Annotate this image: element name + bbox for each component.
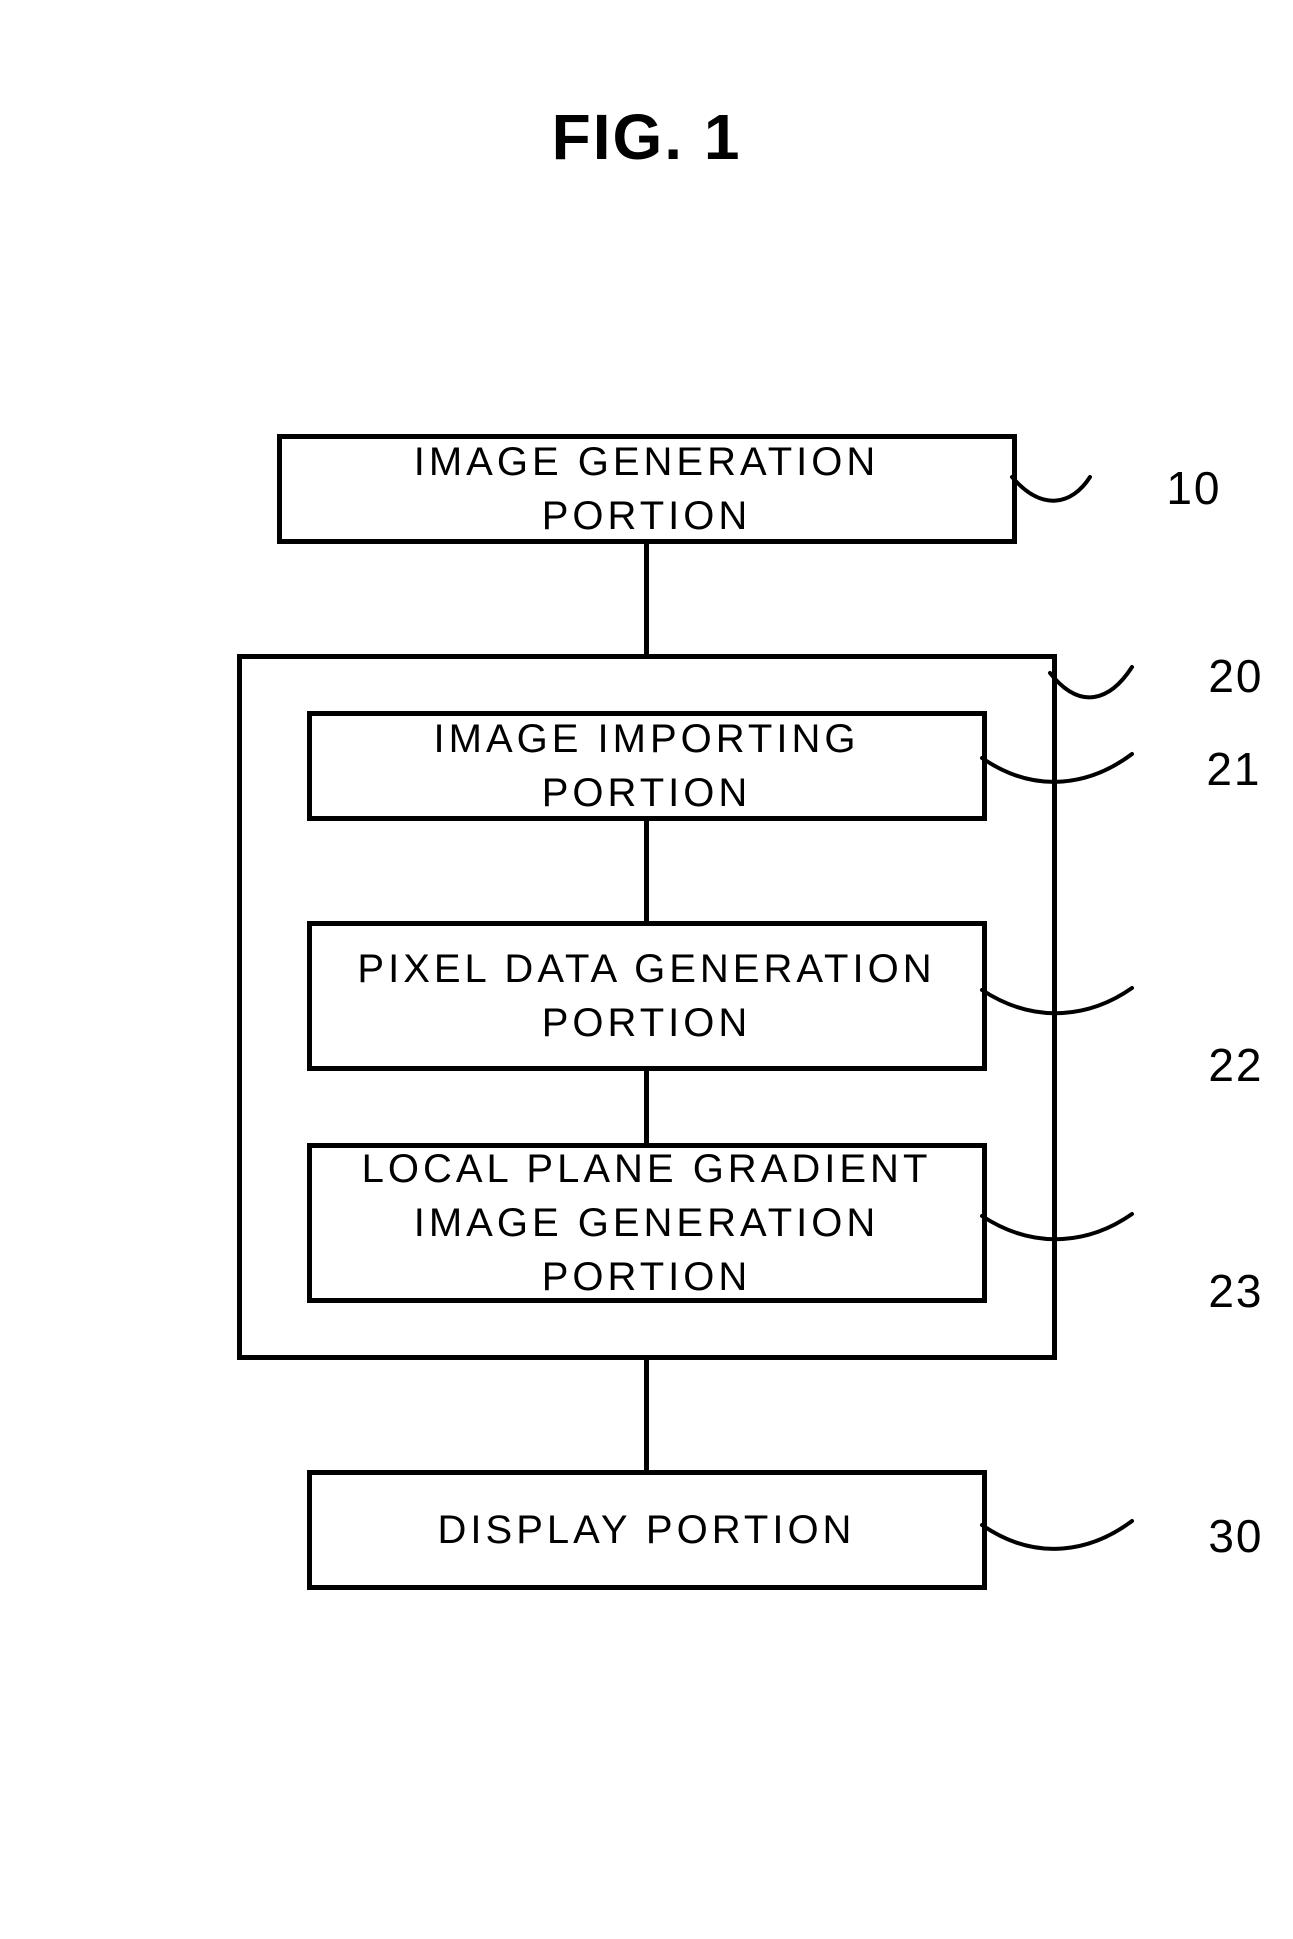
leader-line-21	[982, 734, 1172, 804]
connector-20-to-30	[644, 1360, 649, 1470]
ref-number: 23	[1208, 1198, 1263, 1322]
leader-line-20	[1050, 651, 1170, 721]
block-label: LOCAL PLANE GRADIENT IMAGE GENERATION PO…	[332, 1142, 962, 1304]
block-label: IMAGE GENERATION PORTION	[302, 435, 992, 543]
block-label: IMAGE IMPORTING PORTION	[332, 712, 962, 820]
figure-title: FIG. 1	[20, 100, 1273, 174]
leader-line-23	[982, 1192, 1172, 1262]
block-image-importing-portion: IMAGE IMPORTING PORTION 21	[307, 711, 987, 821]
ref-number: 30	[1208, 1505, 1263, 1567]
block-image-generation-portion: IMAGE GENERATION PORTION 10	[277, 434, 1017, 544]
block-label: PIXEL DATA GENERATION PORTION	[357, 942, 935, 1050]
leader-line-22	[982, 966, 1172, 1036]
ref-number: 22	[1208, 972, 1263, 1096]
connector-10-to-20	[644, 544, 649, 654]
container-20: 20 IMAGE IMPORTING PORTION 21 PIXEL DATA…	[237, 654, 1057, 1360]
connector-21-to-22	[644, 821, 649, 921]
ref-number: 10	[1166, 457, 1221, 519]
connector-22-to-23	[644, 1071, 649, 1143]
leader-line-10	[1012, 457, 1132, 517]
block-pixel-data-generation-portion: PIXEL DATA GENERATION PORTION 22	[307, 921, 987, 1071]
block-display-portion: DISPLAY PORTION 30	[307, 1470, 987, 1590]
block-local-plane-gradient-image-generation-portion: LOCAL PLANE GRADIENT IMAGE GENERATION PO…	[307, 1143, 987, 1303]
diagram-stack: IMAGE GENERATION PORTION 10 20 IMAGE IMP…	[20, 434, 1273, 1590]
ref-number: 21	[1206, 738, 1261, 800]
ref-number: 20	[1208, 649, 1263, 703]
leader-line-30	[982, 1501, 1172, 1571]
block-label: DISPLAY PORTION	[438, 1503, 856, 1557]
figure-page: FIG. 1 IMAGE GENERATION PORTION 10 20	[20, 40, 1273, 1590]
